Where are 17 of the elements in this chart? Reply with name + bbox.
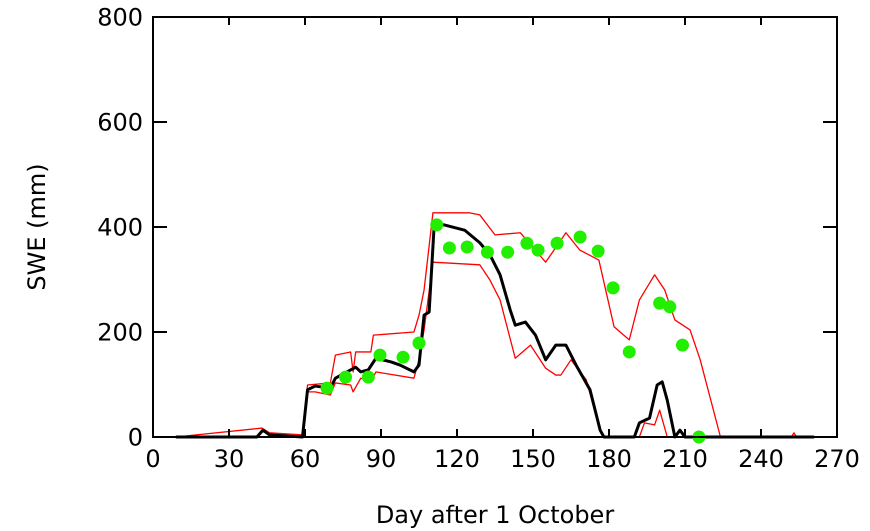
x-tick-label: 150 <box>510 445 556 473</box>
y-axis-title: SWE (mm) <box>23 163 51 291</box>
y-tick-label: 400 <box>97 213 143 242</box>
x-tick-label: 270 <box>814 445 860 473</box>
y-tick-label: 600 <box>97 108 143 136</box>
x-tick-label: 120 <box>434 445 480 473</box>
x-tick-label: 240 <box>738 445 784 473</box>
x-tick-label: 60 <box>290 445 320 473</box>
x-axis-title: Day after 1 October <box>376 501 614 529</box>
x-tick-label: 90 <box>366 445 396 473</box>
x-tick-label: 0 <box>145 445 161 473</box>
x-tick-label: 30 <box>214 445 244 473</box>
y-tick-label: 0 <box>128 423 143 452</box>
y-tick-label: 800 <box>97 3 143 32</box>
y-tick-label: 200 <box>97 318 143 346</box>
x-tick-label: 210 <box>662 445 708 473</box>
x-tick-label: 180 <box>586 445 632 473</box>
